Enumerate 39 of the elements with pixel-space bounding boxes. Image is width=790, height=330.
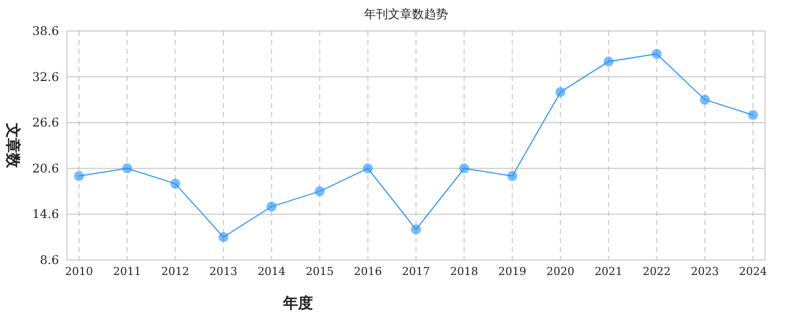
point	[555, 87, 566, 98]
point	[411, 224, 421, 234]
x-tick-label: 2024	[739, 265, 767, 278]
x-tick-label: 2011	[113, 265, 142, 278]
chart-title: 年刊文章数趋势	[364, 7, 448, 21]
x-tick-label: 2019	[498, 265, 526, 278]
x-tick-label: 2015	[306, 265, 334, 278]
point	[218, 232, 228, 242]
point	[748, 110, 758, 120]
point	[266, 202, 277, 212]
point	[507, 171, 518, 182]
x-tick-label: 2012	[161, 265, 190, 278]
x-tick-label: 2013	[209, 265, 238, 278]
y-tick-label: 8.6	[40, 253, 59, 267]
point	[170, 178, 180, 189]
x-tick-label: 2018	[450, 265, 478, 278]
x-axis-title: 年度	[282, 294, 313, 312]
x-tick-label: 2014	[258, 265, 286, 278]
x-tick-label: 2010	[65, 265, 93, 278]
point	[122, 163, 132, 174]
point	[362, 163, 373, 174]
y-tick-label: 20.6	[32, 161, 59, 176]
point	[459, 163, 470, 174]
y-tick-label: 26.6	[32, 116, 59, 130]
point	[604, 56, 614, 67]
x-tick-label: 2023	[690, 265, 719, 278]
x-tick-label: 2016	[354, 265, 382, 278]
y-axis-title: 文章数	[4, 122, 22, 169]
y-tick-label: 38.6	[32, 24, 59, 38]
point	[700, 94, 710, 105]
x-tick-label: 2021	[594, 265, 623, 278]
x-tick-label: 2020	[546, 265, 574, 278]
y-tick-label: 32.6	[32, 70, 59, 84]
x-tick-label: 2017	[402, 265, 430, 278]
point	[314, 186, 325, 196]
y-tick-label: 14.6	[32, 207, 59, 222]
x-tick-label: 2022	[642, 265, 671, 278]
point	[652, 48, 662, 59]
point	[74, 171, 84, 182]
